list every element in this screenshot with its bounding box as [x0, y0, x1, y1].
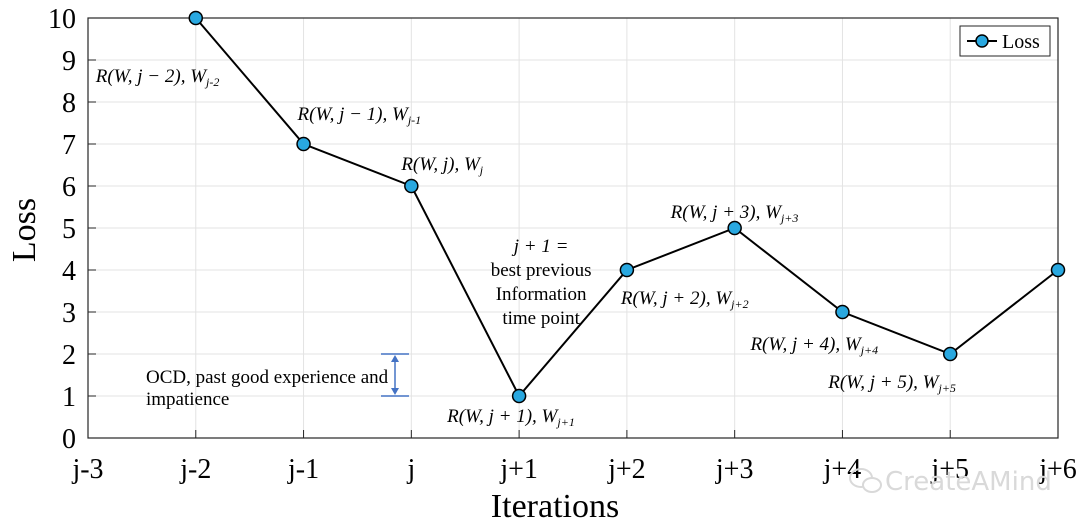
x-tick-label: j+2 [607, 454, 646, 485]
best-point-note-line: best previous [491, 260, 592, 281]
point-annotation: R(W, j), Wj [400, 154, 483, 177]
x-tick-label: j+5 [930, 454, 969, 485]
range-note-line: OCD, past good experience and [146, 367, 389, 388]
y-tick-label: 7 [62, 130, 76, 161]
data-point [619, 262, 635, 278]
range-note-line: impatience [146, 389, 229, 410]
legend-label: Loss [1002, 31, 1040, 53]
watermark: CreateAMind [849, 467, 1052, 497]
x-tick-label: j+6 [1038, 454, 1077, 485]
annotation-subscript: j+1 [555, 415, 574, 429]
best-point-note-line: time point [502, 308, 580, 329]
annotation-subscript: j+5 [937, 381, 956, 395]
x-tick-label: j+3 [715, 454, 754, 485]
best-point-note-line: j + 1 = [511, 236, 569, 257]
data-point [727, 220, 742, 236]
y-tick-label: 6 [62, 172, 76, 203]
data-point [296, 136, 311, 152]
x-tick-label: j-1 [287, 454, 319, 485]
legend: Loss [959, 25, 1051, 57]
wechat-icon [849, 468, 882, 493]
x-tick-label: j-2 [179, 454, 211, 485]
data-point [511, 388, 527, 404]
legend-marker [975, 34, 989, 48]
y-tick-label: 8 [62, 88, 76, 119]
y-tick-label: 3 [62, 298, 76, 329]
annotation-subscript: j+2 [729, 297, 748, 311]
point-annotation: R(W, j + 3), Wj+3 [670, 202, 799, 225]
point-annotation: R(W, j − 2), Wj-2 [95, 66, 220, 89]
y-tick-label: 4 [62, 256, 76, 287]
y-tick-label: 5 [62, 214, 76, 245]
point-annotation: R(W, j − 1), Wj-1 [297, 104, 422, 127]
y-tick-label: 0 [62, 424, 76, 455]
chart-notes: j + 1 = best previous Information time poin… [146, 236, 592, 410]
annotation-subscript: j-2 [204, 75, 219, 89]
annotation-subscript: j+3 [779, 211, 798, 225]
watermark-text: CreateAMind [885, 467, 1052, 497]
data-point [1050, 262, 1066, 278]
point-annotation: R(W, j + 5), Wj+5 [827, 372, 956, 395]
y-axis-title: Loss [6, 198, 43, 262]
annotation-subscript: j+4 [859, 343, 878, 357]
data-point [188, 10, 204, 26]
data-point [404, 178, 419, 194]
series-loss [188, 10, 1066, 404]
x-tick-label: j [406, 454, 415, 485]
annotation-subscript: j [478, 163, 484, 177]
x-tick-label: j-3 [71, 454, 103, 485]
point-annotation: R(W, j + 4), Wj+4 [749, 334, 878, 357]
range-arrowhead-down [391, 388, 399, 395]
point-annotations: R(W, j − 2), Wj-2 R(W, j − 1), Wj-1 R(W, j… [95, 66, 956, 429]
y-axis-ticks: 0 1 2 3 4 5 6 7 8 9 10 [48, 4, 96, 455]
y-tick-label: 1 [62, 382, 76, 413]
x-axis-title: Iterations [491, 488, 619, 525]
annotation-subscript: j-1 [406, 113, 421, 127]
x-axis-ticks: j-3 j-2 j-1 j j+1 j+2 j+3 j+4 j+5 j+6 [71, 430, 1077, 485]
point-annotation: R(W, j + 2), Wj+2 [620, 288, 749, 311]
y-tick-label: 2 [62, 340, 76, 371]
point-annotation: R(W, j + 1), Wj+1 [446, 406, 575, 429]
y-tick-label: 10 [48, 4, 76, 35]
best-point-note-line: Information [496, 284, 587, 305]
x-tick-label: j+1 [499, 454, 538, 485]
data-point [835, 304, 850, 320]
data-point [942, 346, 958, 362]
y-tick-label: 9 [62, 46, 76, 77]
range-arrowhead-up [391, 355, 399, 362]
